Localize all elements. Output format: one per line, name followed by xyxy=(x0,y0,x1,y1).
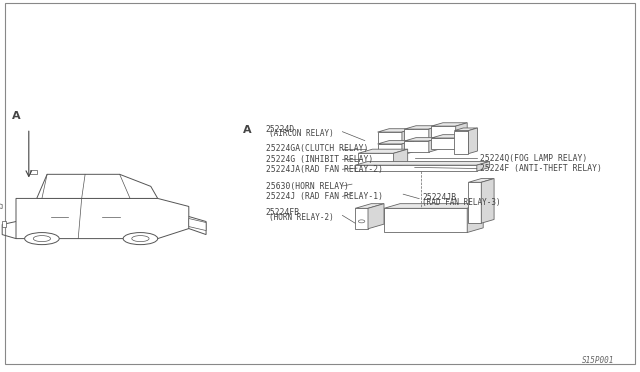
Polygon shape xyxy=(358,149,408,153)
Text: 25224J (RAD FAN RELAY-1): 25224J (RAD FAN RELAY-1) xyxy=(266,192,383,201)
Polygon shape xyxy=(189,218,206,231)
Text: 25224D: 25224D xyxy=(266,125,295,134)
Text: A: A xyxy=(12,111,20,121)
Polygon shape xyxy=(454,128,477,131)
Polygon shape xyxy=(378,144,402,155)
Polygon shape xyxy=(378,132,402,143)
Polygon shape xyxy=(355,161,490,165)
Polygon shape xyxy=(429,126,440,140)
Polygon shape xyxy=(404,126,440,129)
Polygon shape xyxy=(404,129,429,140)
Polygon shape xyxy=(355,165,477,171)
Text: 25630(HORN RELAY): 25630(HORN RELAY) xyxy=(266,182,348,190)
Polygon shape xyxy=(355,203,384,208)
Ellipse shape xyxy=(33,235,51,242)
Polygon shape xyxy=(384,203,483,208)
Polygon shape xyxy=(454,131,468,154)
Polygon shape xyxy=(0,202,2,208)
Text: (HORN RELAY-2): (HORN RELAY-2) xyxy=(269,213,333,222)
Polygon shape xyxy=(384,208,467,232)
Polygon shape xyxy=(402,129,413,143)
Polygon shape xyxy=(368,203,384,229)
Text: 25224GA(CLUTCH RELAY): 25224GA(CLUTCH RELAY) xyxy=(266,144,368,153)
Polygon shape xyxy=(431,138,456,149)
Text: A: A xyxy=(243,125,252,135)
Text: 25224JA(RAD FAN RELAY-2): 25224JA(RAD FAN RELAY-2) xyxy=(266,165,383,174)
Polygon shape xyxy=(404,138,440,141)
Polygon shape xyxy=(431,135,467,138)
Polygon shape xyxy=(477,161,490,171)
Polygon shape xyxy=(481,179,494,223)
Text: 25224F (ANTI-THEFT RELAY): 25224F (ANTI-THEFT RELAY) xyxy=(480,164,602,173)
Text: 25224G (INHIBIT RELAY): 25224G (INHIBIT RELAY) xyxy=(266,155,373,164)
Polygon shape xyxy=(456,135,467,149)
Polygon shape xyxy=(467,203,483,232)
Text: (AIRCON RELAY): (AIRCON RELAY) xyxy=(269,129,333,138)
Polygon shape xyxy=(378,141,413,144)
Text: 25224Q(FOG LAMP RELAY): 25224Q(FOG LAMP RELAY) xyxy=(480,154,588,163)
Ellipse shape xyxy=(123,232,157,245)
Polygon shape xyxy=(468,179,494,182)
Polygon shape xyxy=(468,182,481,223)
Polygon shape xyxy=(431,126,456,137)
Polygon shape xyxy=(358,153,394,167)
Text: 25224FB: 25224FB xyxy=(266,208,300,217)
Text: (RAD FAN RELAY-3): (RAD FAN RELAY-3) xyxy=(422,198,501,207)
Polygon shape xyxy=(394,149,408,167)
Ellipse shape xyxy=(25,232,60,245)
Polygon shape xyxy=(16,198,189,238)
Polygon shape xyxy=(378,129,413,132)
Bar xyxy=(362,167,374,171)
Polygon shape xyxy=(431,123,467,126)
Polygon shape xyxy=(468,128,477,154)
Text: S15P001: S15P001 xyxy=(582,356,614,365)
Ellipse shape xyxy=(132,235,149,242)
Polygon shape xyxy=(355,208,368,229)
Polygon shape xyxy=(36,174,157,198)
Polygon shape xyxy=(456,123,467,137)
Polygon shape xyxy=(2,221,6,227)
Polygon shape xyxy=(429,138,440,152)
Polygon shape xyxy=(402,141,413,155)
Ellipse shape xyxy=(358,220,365,223)
Polygon shape xyxy=(404,141,429,152)
Polygon shape xyxy=(30,170,36,174)
Text: 25224JB: 25224JB xyxy=(422,193,456,202)
